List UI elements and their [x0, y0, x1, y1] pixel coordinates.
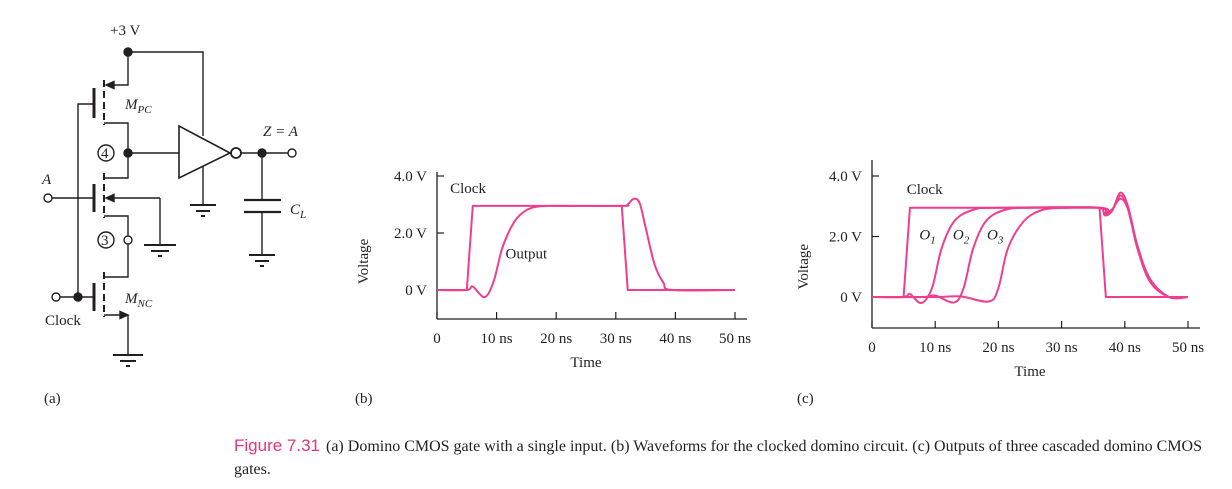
- supply-wire: [128, 51, 204, 136]
- waveform-chart-c: 0 10 ns 20 ns 30 ns 40 ns 50 ns 0 V 2.0 V 4.0 V T…: [796, 160, 1204, 380]
- output-label: Z = A: [263, 124, 299, 140]
- annotation-label: Clock: [450, 181, 486, 197]
- clock-terminal[interactable]: [51, 292, 61, 302]
- x-tick-label: 40 ns: [659, 331, 691, 347]
- series-o2-line: [871, 191, 1189, 304]
- ground-icon: [113, 354, 143, 367]
- panel-label-b: (b): [355, 391, 373, 407]
- x-tick-label: 40 ns: [1109, 340, 1141, 356]
- series-clock-line: [437, 204, 735, 291]
- pmos-label: MPC: [124, 97, 152, 116]
- annotation-subscript: 3: [997, 235, 1004, 247]
- y-tick-label: 4.0 V: [394, 169, 427, 185]
- input-a-terminal[interactable]: [43, 193, 53, 203]
- output-terminal[interactable]: [287, 148, 297, 158]
- x-tick-label: 20 ns: [982, 340, 1014, 356]
- inverter-icon: [178, 124, 232, 180]
- y-tick-label: 0 V: [405, 283, 427, 299]
- annotation-text: Output: [506, 247, 549, 263]
- x-tick-label: 30 ns: [600, 331, 632, 347]
- series-o1-line: [871, 197, 1189, 305]
- domino-circuit: +3 V MPC 4 Z = A: [41, 23, 306, 367]
- annotation-subscript: 2: [964, 235, 970, 247]
- x-axis-label: Time: [1014, 364, 1045, 380]
- supply-label: +3 V: [110, 23, 140, 39]
- x-tick-label: 50 ns: [1172, 340, 1204, 356]
- x-tick-label: 50 ns: [719, 331, 751, 347]
- nmos-input-transistor: [52, 153, 161, 245]
- node-4-marker: [97, 144, 115, 162]
- clock-label: Clock: [45, 313, 81, 329]
- annotation-subscript: 1: [930, 235, 936, 247]
- y-tick-label: 2.0 V: [829, 230, 862, 246]
- load-capacitor: [244, 153, 281, 255]
- x-tick-label: 10 ns: [919, 340, 951, 356]
- panel-label-a: (a): [44, 391, 61, 407]
- ground-icon: [190, 204, 216, 217]
- y-tick-label: 0 V: [840, 290, 862, 306]
- node-3-label: 3: [101, 233, 109, 249]
- nmos-clock-transistor: [59, 244, 130, 355]
- node-3-marker: [97, 231, 115, 249]
- x-tick-label: 20 ns: [540, 331, 572, 347]
- node-3-dot: [123, 235, 133, 245]
- y-tick-label: 4.0 V: [829, 169, 862, 185]
- body-arrow-icon: [104, 193, 115, 203]
- annotation-text: Clock: [450, 181, 486, 197]
- annotation-text: O: [987, 228, 998, 244]
- node-4-label: 4: [101, 146, 109, 162]
- series-clock-line: [872, 206, 1188, 298]
- y-tick-label: 2.0 V: [394, 226, 427, 242]
- panel-label-c: (c): [797, 391, 814, 407]
- inverter-bubble: [230, 147, 242, 159]
- annotation-label: O1: [919, 228, 935, 247]
- pmos-arrow-icon: [104, 80, 115, 90]
- clock-node: [73, 292, 83, 302]
- waveform-chart-b: 0 10 ns 20 ns 30 ns 40 ns 50 ns 0 V 2.0 V 4.0 V T…: [356, 169, 751, 371]
- annotation-label: Clock: [907, 182, 943, 198]
- annotation-label: Output: [506, 247, 549, 263]
- annotation-text: Clock: [907, 182, 943, 198]
- x-axis-label: Time: [570, 355, 601, 371]
- x-tick-label: 0: [433, 331, 441, 347]
- input-a-label: A: [41, 172, 52, 188]
- x-tick-label: 30 ns: [1046, 340, 1078, 356]
- pmos-transistor: [77, 52, 129, 297]
- annotation-label: O3: [987, 228, 1004, 247]
- annotation-label: O2: [953, 228, 970, 247]
- x-tick-label: 0: [868, 340, 876, 356]
- annotation-text: O: [953, 228, 964, 244]
- series-output-line: [436, 197, 736, 299]
- ground-icon: [249, 254, 275, 267]
- series-o3-line: [871, 194, 1189, 303]
- caption-text: (a) Domino CMOS gate with a single input…: [234, 438, 1202, 478]
- nmos-label: MNC: [124, 291, 153, 310]
- ground-icon: [144, 244, 176, 257]
- y-axis-label: Voltage: [356, 238, 372, 284]
- source-arrow-icon: [119, 310, 130, 320]
- annotation-text: O: [919, 228, 930, 244]
- cap-label: CL: [290, 202, 306, 221]
- x-tick-label: 10 ns: [481, 331, 513, 347]
- figure-caption: Figure 7.31 (a) Domino CMOS gate with a s…: [234, 434, 1224, 481]
- figure-number: Figure 7.31: [234, 436, 320, 455]
- y-axis-label: Voltage: [796, 244, 812, 290]
